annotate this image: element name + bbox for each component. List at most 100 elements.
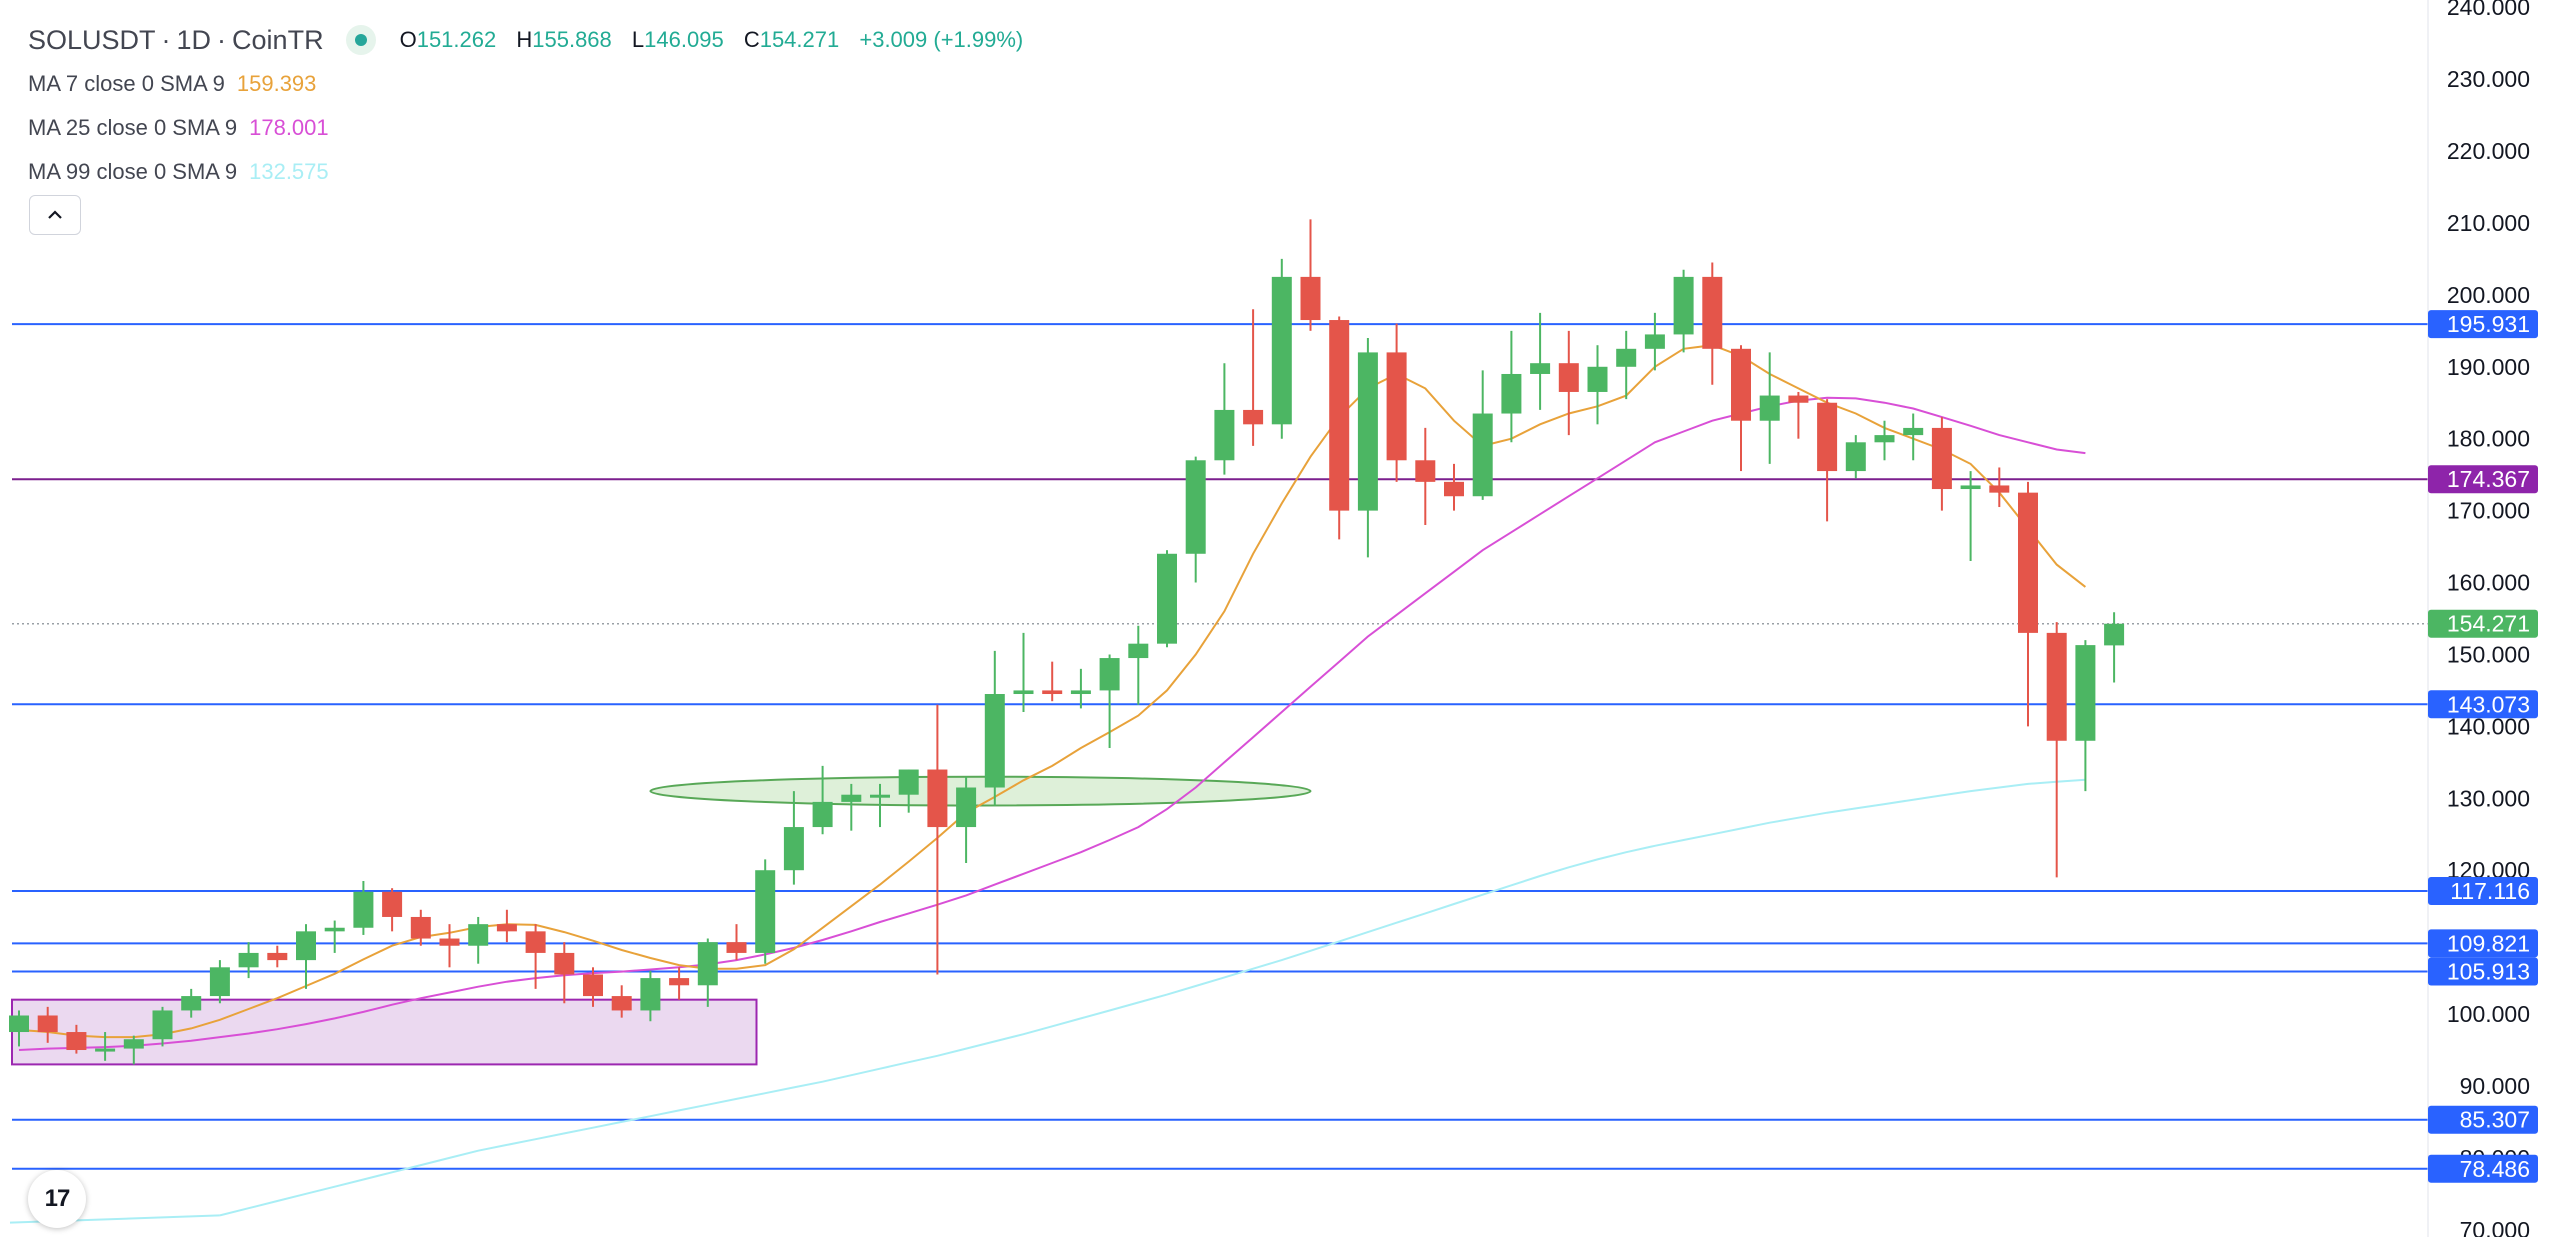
- candle: [353, 881, 374, 935]
- candle-body: [1386, 352, 1407, 461]
- candle-body: [611, 996, 632, 1011]
- candle: [1271, 258, 1292, 439]
- price-tag-label: 109.821: [2447, 930, 2530, 956]
- candle: [1673, 269, 1694, 353]
- candle: [1214, 363, 1235, 475]
- consolidation-rectangle: [11, 998, 758, 1066]
- candle-body: [697, 942, 718, 986]
- candle: [2104, 612, 2125, 683]
- price-axis-tick-label: 130.000: [2447, 785, 2530, 811]
- price-tag-label: 195.931: [2447, 311, 2530, 337]
- candle-body: [1874, 435, 1895, 443]
- level-price-tag: 143.073: [2428, 690, 2538, 719]
- price-tag-label: 117.116: [2450, 878, 2530, 904]
- candle: [2075, 640, 2096, 792]
- price-tag-label: 143.073: [2447, 691, 2530, 717]
- symbol-name[interactable]: SOLUSDT: [28, 25, 156, 55]
- candle: [2018, 481, 2038, 727]
- candle: [1099, 654, 1120, 748]
- indicator-value: 178.001: [249, 115, 329, 140]
- candle-body: [468, 924, 489, 946]
- candle: [1386, 323, 1407, 482]
- candle-body: [1472, 413, 1493, 497]
- candle-body: [1788, 395, 1809, 403]
- candle: [1415, 427, 1436, 526]
- candle: [1472, 370, 1493, 500]
- candle: [238, 942, 259, 979]
- candle: [1329, 316, 1350, 540]
- candle-body: [956, 787, 977, 828]
- candle: [783, 791, 804, 885]
- candle-body: [1070, 690, 1091, 695]
- candle: [1931, 417, 1952, 511]
- price-tag-bg: [2428, 465, 2538, 494]
- price-axis-tick-label: 170.000: [2447, 498, 2530, 524]
- candle: [1530, 312, 1551, 410]
- indicator-label: MA 99 close 0 SMA 9: [28, 159, 238, 184]
- candle-body: [1415, 460, 1436, 482]
- ma99-line: [219, 778, 2086, 1217]
- indicator-ma7[interactable]: MA 7 close 0 SMA 9 159.393: [28, 62, 1037, 106]
- candle: [1960, 471, 1981, 561]
- low-key: L: [631, 27, 645, 52]
- candle: [927, 704, 948, 975]
- candle-body: [1300, 276, 1321, 321]
- candle-body: [1702, 276, 1723, 349]
- candle: [468, 916, 489, 964]
- candle: [1587, 345, 1608, 425]
- candle: [123, 1035, 144, 1065]
- market-status-icon[interactable]: [345, 25, 376, 55]
- symbol-header: SOLUSDT · 1D · CoinTR O151.262 H155.868 …: [28, 18, 1037, 62]
- candle: [382, 888, 403, 932]
- candle-body: [123, 1039, 144, 1049]
- candle-body: [1214, 409, 1235, 461]
- candle-body: [1644, 334, 1665, 349]
- candle: [181, 988, 202, 1018]
- interval-label[interactable]: 1D: [176, 25, 212, 55]
- candle-body: [1731, 348, 1751, 421]
- candle-body: [1673, 276, 1694, 335]
- indicator-ma99[interactable]: MA 99 close 0 SMA 9 132.575: [28, 150, 1037, 194]
- candle: [324, 920, 345, 953]
- candle: [898, 769, 919, 813]
- candle-body: [726, 942, 747, 953]
- candle: [697, 938, 718, 1007]
- candle: [984, 650, 1005, 806]
- candle-body: [755, 870, 776, 953]
- candle-body: [353, 891, 374, 928]
- candle-body: [583, 974, 603, 997]
- candle-body: [1587, 366, 1608, 392]
- candle: [1731, 345, 1751, 472]
- candle: [1903, 413, 1924, 461]
- candle-body: [783, 827, 804, 871]
- candle-body: [1845, 442, 1866, 472]
- candle: [37, 1006, 58, 1043]
- collapse-legend-button[interactable]: [29, 195, 81, 235]
- candle: [1300, 219, 1321, 331]
- price-tag-label: 174.367: [2447, 466, 2530, 492]
- indicator-ma25[interactable]: MA 25 close 0 SMA 9 178.001: [28, 106, 1037, 150]
- level-price-tag: 85.307: [2428, 1105, 2538, 1134]
- candle-body: [1759, 395, 1780, 421]
- close-key: C: [743, 27, 760, 52]
- level-price-tag: 117.116: [2428, 876, 2538, 905]
- tradingview-logo-icon[interactable]: 17: [28, 1170, 86, 1228]
- candle: [1243, 309, 1264, 446]
- candle-body: [181, 996, 202, 1011]
- candle: [66, 1024, 87, 1054]
- candle: [1042, 661, 1063, 702]
- level-price-tag: 105.913: [2428, 957, 2538, 986]
- candle: [956, 776, 977, 864]
- candle: [496, 909, 517, 943]
- candle: [583, 967, 603, 1007]
- chevron-up-icon: [48, 210, 62, 219]
- price-axis-tick-label: 180.000: [2447, 426, 2530, 452]
- ohlc-values: O151.262 H155.868 L146.095 C154.271 +3.0…: [400, 18, 1038, 62]
- candle-body: [898, 769, 919, 795]
- candle-body: [1329, 320, 1350, 511]
- candle-body: [1157, 553, 1177, 644]
- candle-body: [9, 1015, 29, 1033]
- price-axis-tick-label: 220.000: [2447, 138, 2530, 164]
